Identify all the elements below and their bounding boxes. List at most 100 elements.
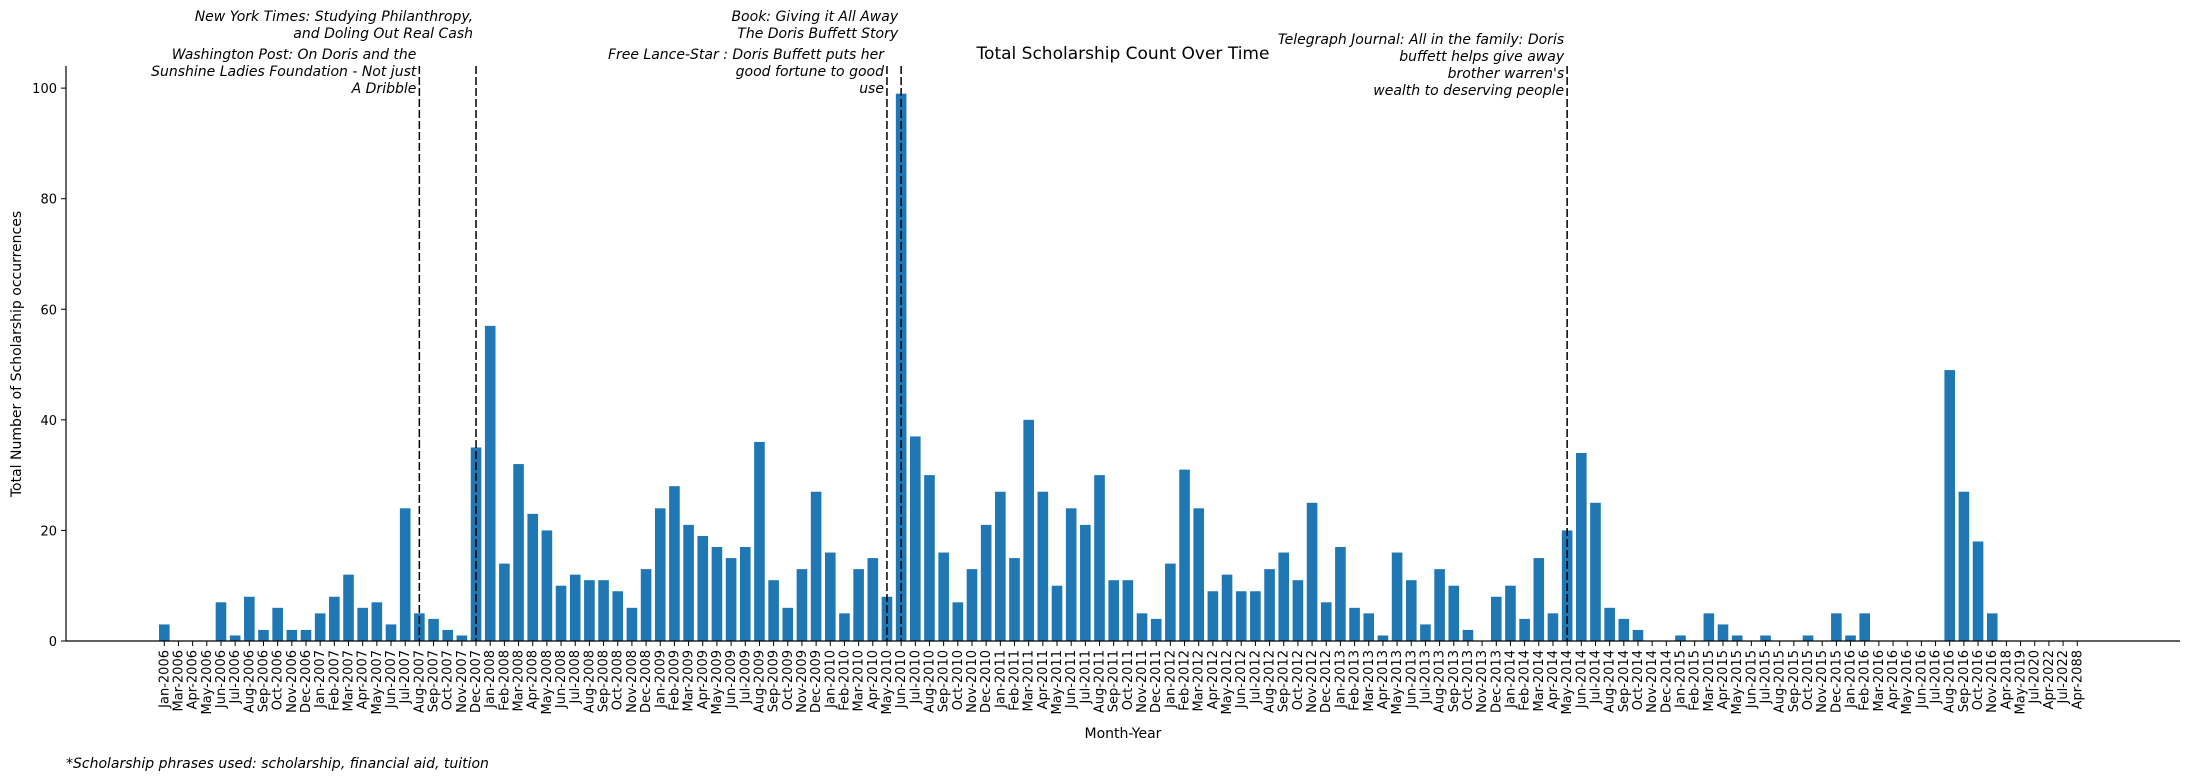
x-tick-label: Aug-2008: [582, 650, 597, 713]
x-tick-label: Apr-2022: [2042, 650, 2057, 709]
x-tick-label: Feb-2010: [837, 650, 852, 711]
x-tick-label: Nov-2016: [1985, 650, 2000, 713]
bar: [1335, 547, 1346, 641]
x-tick-label: Apr-2008: [526, 650, 541, 709]
x-tick-label: Nov-2013: [1475, 650, 1490, 713]
bar: [626, 607, 638, 641]
x-tick-label: Aug-2009: [752, 650, 767, 713]
x-tick-label: Mar-2015: [1702, 650, 1717, 711]
x-tick-label: Mar-2006: [171, 650, 186, 711]
x-tick-label: Mar-2010: [852, 650, 867, 711]
x-tick-label: Nov-2008: [625, 650, 640, 713]
bar: [399, 508, 411, 641]
bar: [286, 629, 298, 641]
bar: [995, 491, 1006, 641]
bar: [980, 524, 992, 641]
bar: [1320, 602, 1332, 641]
x-tick-label: Sep-2010: [937, 650, 952, 712]
x-tick-label: Sep-2011: [1107, 650, 1122, 712]
bar: [782, 607, 794, 641]
x-tick-label: Jan-2009: [653, 650, 668, 709]
x-tick-label: Feb-2011: [1008, 650, 1023, 711]
x-tick-label: Jun-2010: [894, 650, 909, 709]
bar: [1717, 624, 1729, 641]
x-tick-label: Apr-2011: [1036, 650, 1051, 709]
bar: [1363, 613, 1375, 641]
bar: [796, 569, 808, 641]
bar: [272, 607, 283, 641]
y-tick-label: 80: [40, 193, 57, 208]
x-tick-label: Jan-2012: [1163, 650, 1178, 709]
bar: [1009, 558, 1020, 641]
x-tick-label: Dec-2006: [299, 650, 314, 713]
bar: [1831, 613, 1842, 641]
x-tick-label: Apr-2018: [1999, 650, 2014, 709]
x-tick-label: Dec-2012: [1319, 650, 1334, 713]
bar: [1292, 580, 1304, 641]
x-tick-label: Mar-2012: [1192, 650, 1207, 711]
x-tick-label: Jul-2009: [738, 650, 753, 704]
x-tick-label: Feb-2008: [497, 650, 512, 711]
bar: [683, 524, 694, 641]
x-tick-label: May-2007: [370, 650, 385, 714]
x-tick-label: Jan-2015: [1673, 650, 1688, 709]
x-tick-label: Jul-2011: [1078, 650, 1093, 704]
x-tick-label: Apr-2016: [1886, 650, 1901, 709]
x-tick-label: Jul-2006: [228, 650, 243, 704]
x-tick-label: Oct-2016: [1971, 650, 1986, 710]
x-tick-label: May-2010: [880, 650, 895, 714]
bar: [824, 552, 836, 641]
bar: [1136, 613, 1148, 641]
event-annotations: Washington Post: On Doris and the Sunshin…: [151, 9, 1565, 99]
x-tick-label: Jun-2008: [554, 650, 569, 709]
x-tick-label: Oct-2009: [781, 650, 796, 710]
x-tick-label: Oct-2008: [611, 650, 626, 710]
x-tick-label: Mar-2011: [1022, 650, 1037, 711]
chart-title: Total Scholarship Count Over Time: [976, 44, 1270, 64]
bar: [569, 574, 581, 641]
bar: [739, 547, 751, 641]
x-tick-label: Feb-2015: [1688, 650, 1703, 711]
footnote: *Scholarship phrases used: scholarship, …: [66, 756, 489, 772]
x-tick-label: Oct-2011: [1121, 650, 1136, 710]
bar: [1094, 475, 1105, 641]
bar: [343, 574, 354, 641]
event-annotation: New York Times: Studying Philanthropy, an…: [195, 9, 473, 42]
x-tick-label: Jan-2007: [313, 650, 328, 709]
x-tick-label: Apr-2014: [1546, 650, 1561, 709]
x-tick-label: May-2009: [710, 650, 725, 714]
bar: [428, 618, 439, 641]
event-annotation: Telegraph Journal: All in the family: Do…: [1278, 32, 1565, 99]
bar: [867, 558, 879, 641]
x-tick-label: May-2014: [1560, 650, 1575, 714]
bar: [1448, 585, 1460, 641]
bar: [527, 513, 539, 641]
bar: [810, 491, 822, 641]
x-tick-label: Oct-2013: [1461, 650, 1476, 710]
x-tick-label: May-2011: [1050, 650, 1065, 714]
x-tick-label: Jan-2006: [157, 650, 172, 709]
bar: [1972, 541, 1984, 641]
bar: [1235, 591, 1247, 641]
x-tick-label: Apr-2012: [1206, 650, 1221, 709]
x-tick-label: May-2016: [1900, 650, 1915, 714]
x-tick-label: Jun-2013: [1404, 650, 1419, 709]
x-tick-label: Jan-2010: [823, 650, 838, 709]
bar: [1108, 580, 1119, 641]
x-tick-label: Nov-2010: [965, 650, 980, 713]
bar: [1080, 524, 1091, 641]
x-tick-label: Jul-2022: [2056, 650, 2071, 704]
x-tick-label: Sep-2012: [1277, 650, 1292, 712]
x-tick-label: May-2019: [2014, 650, 2029, 714]
bar: [1278, 552, 1290, 641]
bar: [697, 535, 709, 641]
bar: [1051, 585, 1063, 641]
bar: [669, 486, 680, 641]
y-tick-label: 40: [40, 414, 57, 429]
x-tick-label: Jul-2016: [1929, 650, 1944, 704]
bar: [1250, 591, 1261, 641]
x-tick-label: Oct-2006: [271, 650, 286, 710]
bar: [1632, 629, 1644, 641]
bar: [1958, 491, 1970, 641]
